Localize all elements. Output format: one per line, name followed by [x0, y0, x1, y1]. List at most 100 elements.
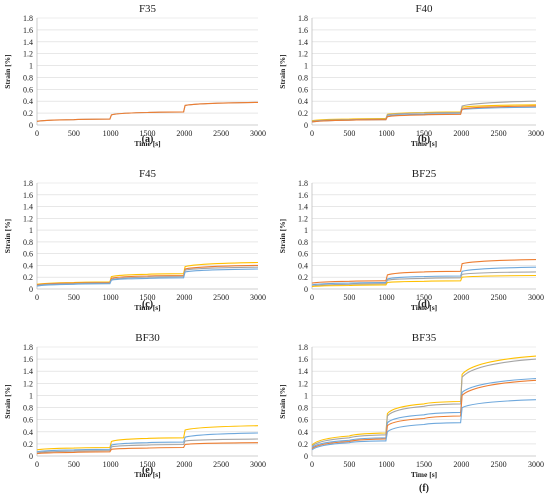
- panel-label: (c): [142, 299, 153, 310]
- y-axis-label: Strain [%]: [278, 384, 287, 418]
- x-tick-label: 500: [68, 129, 80, 138]
- chart-title: F40: [415, 3, 433, 15]
- series-line-4: [311, 274, 537, 288]
- chart-title: BF35: [412, 332, 437, 344]
- y-axis-label: Strain [%]: [3, 219, 12, 253]
- chart-panel-2: 0 0.2 0.4 0.6 0.8 1 1.2 1.4 1.6 1.8 0 500 1000 1500 20…: [278, 3, 544, 148]
- chart-title: BF30: [135, 332, 160, 344]
- x-tick-label: 2000: [453, 129, 469, 138]
- y-tick-label: 0: [304, 285, 308, 294]
- y-tick-label: 0: [29, 121, 33, 130]
- y-tick-label: 1.6: [298, 26, 308, 35]
- chart-title: F45: [139, 168, 157, 180]
- y-axis-label: Strain [%]: [278, 54, 287, 88]
- x-tick-label: 1500: [416, 460, 432, 469]
- y-tick-label: 0.4: [298, 97, 308, 106]
- series-line-4: [311, 105, 537, 123]
- y-tick-label: 1.6: [298, 355, 308, 364]
- chart-panel-6: 0 0.2 0.4 0.6 0.8 1 1.2 1.4 1.6 1.8 0 500 1000 1500 20…: [278, 332, 544, 494]
- x-tick-label: 3000: [250, 129, 266, 138]
- y-tick-label: 0: [304, 121, 308, 130]
- x-tick-label: 1000: [103, 129, 119, 138]
- x-axis-label: Time [s]: [411, 303, 437, 312]
- y-tick-label: 1.2: [23, 50, 33, 59]
- series-line-1: [36, 261, 259, 285]
- y-tick-label: 0.2: [298, 109, 308, 118]
- x-tick-label: 1000: [103, 293, 119, 302]
- chart-panel-5: 0 0.2 0.4 0.6 0.8 1 1.2 1.4 1.6 1.8 0 500 1000 1500 20…: [3, 332, 266, 479]
- x-tick-label: 0: [310, 129, 314, 138]
- y-tick-label: 1.6: [23, 191, 33, 200]
- y-tick-label: 0.6: [298, 85, 308, 94]
- y-tick-label: 1.8: [23, 179, 33, 188]
- y-axis-label: Strain [%]: [3, 54, 12, 88]
- x-axis-label: Time [s]: [411, 139, 437, 148]
- chart-panel-3: 0 0.2 0.4 0.6 0.8 1 1.2 1.4 1.6 1.8 0 500 1000 1500 20…: [3, 168, 266, 312]
- x-tick-label: 0: [310, 293, 314, 302]
- x-tick-label: 500: [343, 293, 355, 302]
- x-tick-label: 500: [343, 460, 355, 469]
- x-tick-label: 0: [35, 460, 39, 469]
- panel-label: (b): [418, 134, 430, 145]
- x-tick-label: 3000: [250, 293, 266, 302]
- x-tick-label: 2500: [491, 460, 507, 469]
- x-tick-label: 1000: [379, 129, 395, 138]
- x-tick-label: 500: [343, 129, 355, 138]
- y-tick-label: 0.4: [298, 261, 308, 270]
- x-tick-label: 2000: [453, 460, 469, 469]
- y-tick-label: 1.8: [298, 179, 308, 188]
- y-tick-label: 0.2: [298, 273, 308, 282]
- y-tick-label: 1.8: [298, 14, 308, 23]
- y-tick-label: 0.6: [23, 416, 33, 425]
- x-tick-label: 2500: [213, 129, 229, 138]
- y-tick-label: 1: [29, 62, 33, 71]
- y-tick-label: 1.2: [23, 214, 33, 223]
- x-tick-label: 1500: [416, 293, 432, 302]
- series-line-1: [311, 259, 537, 284]
- panel-label: (a): [142, 134, 154, 145]
- y-tick-label: 0.8: [23, 73, 33, 82]
- series-line-4: [36, 268, 259, 287]
- series-line-3: [311, 377, 537, 448]
- series-line-2: [311, 358, 537, 447]
- y-tick-label: 0.6: [298, 416, 308, 425]
- y-tick-label: 1.4: [298, 203, 308, 212]
- y-tick-label: 0.4: [23, 97, 33, 106]
- x-tick-label: 3000: [528, 460, 544, 469]
- y-tick-label: 1: [304, 62, 308, 71]
- series-line-1: [36, 425, 259, 451]
- y-tick-label: 1.2: [298, 214, 308, 223]
- y-tick-label: 1.4: [298, 367, 308, 376]
- chart-panel-4: 0 0.2 0.4 0.6 0.8 1 1.2 1.4 1.6 1.8 0 500 1000 1500 20…: [278, 168, 544, 312]
- x-tick-label: 2500: [213, 293, 229, 302]
- x-tick-label: 1500: [140, 293, 156, 302]
- y-tick-label: 1.4: [23, 367, 33, 376]
- y-tick-label: 1: [29, 391, 33, 400]
- series-line-3: [36, 438, 259, 454]
- x-axis-label: Time [s]: [134, 303, 160, 312]
- y-tick-label: 1.8: [23, 343, 33, 352]
- x-tick-label: 500: [68, 293, 80, 302]
- y-tick-label: 0.4: [23, 261, 33, 270]
- series-line-1: [36, 101, 259, 122]
- y-tick-label: 1.2: [298, 50, 308, 59]
- x-tick-label: 500: [68, 460, 80, 469]
- y-tick-label: 1.4: [23, 38, 33, 47]
- chart-title: BF25: [412, 168, 437, 180]
- y-tick-label: 1: [304, 226, 308, 235]
- y-tick-label: 0.8: [298, 238, 308, 247]
- x-tick-label: 2500: [491, 293, 507, 302]
- x-axis-label: Time [s]: [411, 470, 437, 479]
- x-tick-label: 1500: [140, 129, 156, 138]
- x-tick-label: 2000: [176, 293, 192, 302]
- x-tick-label: 0: [310, 460, 314, 469]
- y-axis-label: Strain [%]: [3, 384, 12, 418]
- y-tick-label: 0: [29, 452, 33, 461]
- y-tick-label: 0.4: [23, 428, 33, 437]
- x-tick-label: 1500: [416, 129, 432, 138]
- y-tick-label: 0.6: [23, 85, 33, 94]
- chart-panel-1: 0 0.2 0.4 0.6 0.8 1 1.2 1.4 1.6 1.8 0 500 1000 1500 20…: [3, 3, 266, 148]
- x-tick-label: 0: [35, 293, 39, 302]
- y-tick-label: 1.4: [23, 203, 33, 212]
